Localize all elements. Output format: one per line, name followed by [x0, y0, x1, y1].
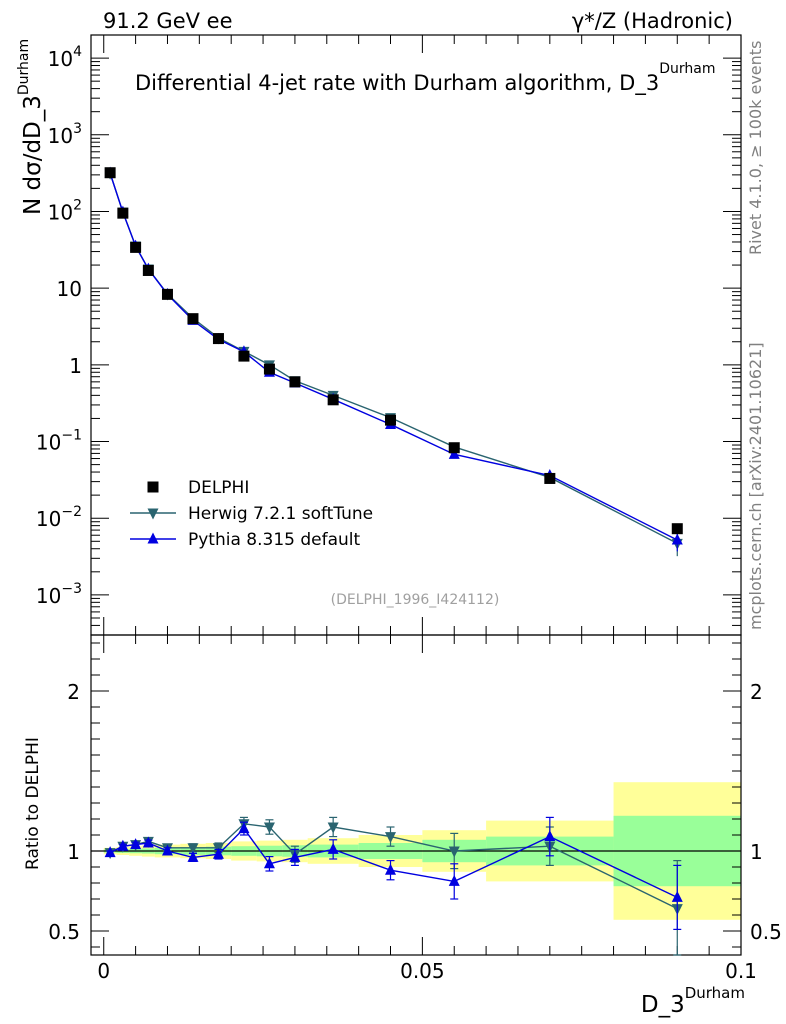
data-point [104, 167, 116, 179]
pythia-ratio-point [671, 890, 683, 902]
pythia-point [671, 533, 683, 545]
y-tick-label: 102 [48, 197, 82, 224]
pythia-ratio-point [385, 863, 397, 875]
herwig-ratio-point [327, 822, 339, 834]
legend-label-pythia: Pythia 8.315 default [188, 530, 361, 550]
data-point [448, 442, 460, 454]
herwig-ratio-point [385, 832, 397, 844]
ratio-panel: 0 0.05 0.1 0.5 0.5 1 1 2 2 [48, 634, 782, 983]
y-tick-label: 1 [67, 840, 80, 864]
main-panel: 10−3 10−2 10−1 1 10 102 103 104 [36, 34, 742, 636]
legend: DELPHI Herwig 7.2.1 softTune Pythia 8.315 … [130, 478, 373, 550]
data-point [187, 313, 199, 325]
pythia-ratio-point [212, 847, 224, 859]
data-point [289, 376, 301, 388]
pythia-ratio-point [142, 836, 154, 848]
y-tick-label: 2 [67, 680, 80, 704]
y-tick-label: 103 [48, 121, 82, 148]
x-tick-label: 0.1 [725, 959, 757, 983]
data-point [238, 350, 250, 362]
herwig-ratio-point [263, 822, 275, 834]
data-point [117, 207, 129, 219]
x-tick-label: 0 [97, 959, 110, 983]
data-point [161, 288, 173, 300]
data-point [142, 264, 154, 276]
legend-marker-herwig [147, 508, 159, 520]
rivet-label: Rivet 4.1.0, ≥ 100k events [746, 41, 765, 255]
pythia-ratio-point [130, 838, 142, 850]
main-ylabel: N dσ/dD_3Durham [16, 39, 46, 215]
energy-label: 91.2 GeV ee [103, 9, 233, 33]
data-point [263, 363, 275, 375]
data-point [327, 394, 339, 406]
plot-title: Differential 4-jet rate with Durham algo… [135, 61, 715, 96]
y-tick-label: 10−1 [36, 428, 82, 455]
herwig-ratio-point [187, 843, 199, 855]
y-tick-label: 1 [69, 354, 82, 378]
y-tick-label-right: 1 [750, 840, 763, 864]
data-point [212, 333, 224, 345]
pythia-ratio-point [187, 850, 199, 862]
pythia-ratio-point [238, 822, 250, 834]
y-tick-label: 10−2 [36, 504, 82, 531]
y-tick-label: 0.5 [48, 920, 80, 944]
pythia-point [448, 447, 460, 459]
pythia-ratio-point [161, 844, 173, 856]
x-tick-label: 0.05 [400, 959, 445, 983]
data-point [544, 472, 556, 484]
process-label: γ*/Z (Hadronic) [572, 9, 733, 33]
pythia-ratio-point [263, 857, 275, 869]
data-point [130, 241, 142, 253]
ratio-frame [90, 634, 742, 956]
analysis-ref-label: (DELPHI_1996_I424112) [331, 592, 500, 608]
x-axis-label: D_3Durham [641, 984, 745, 1018]
pythia-ratio-point [448, 874, 460, 886]
pythia-ratio-point [544, 830, 556, 842]
data-point [385, 414, 397, 426]
legend-label-herwig: Herwig 7.2.1 softTune [188, 504, 373, 524]
y-tick-label: 10 [57, 277, 82, 301]
pythia-ratio-point [327, 842, 339, 854]
ratio-ylabel: Ratio to DELPHI [23, 737, 43, 870]
legend-marker-data [147, 481, 159, 493]
pythia-ratio-point [117, 839, 129, 851]
herwig-ratio-point [448, 846, 460, 858]
pythia-ratio-point [289, 850, 301, 862]
y-tick-label-right: 2 [750, 680, 763, 704]
legend-marker-pythia [147, 532, 159, 544]
y-tick-label: 104 [48, 44, 82, 71]
legend-label-data: DELPHI [188, 478, 249, 498]
data-point [671, 523, 683, 535]
mcplots-label: mcplots.cern.ch [arXiv:2401.10621] [746, 342, 765, 630]
y-tick-label-right: 0.5 [750, 920, 782, 944]
y-tick-label: 10−3 [36, 581, 82, 608]
pythia-ratio-point [104, 846, 116, 858]
